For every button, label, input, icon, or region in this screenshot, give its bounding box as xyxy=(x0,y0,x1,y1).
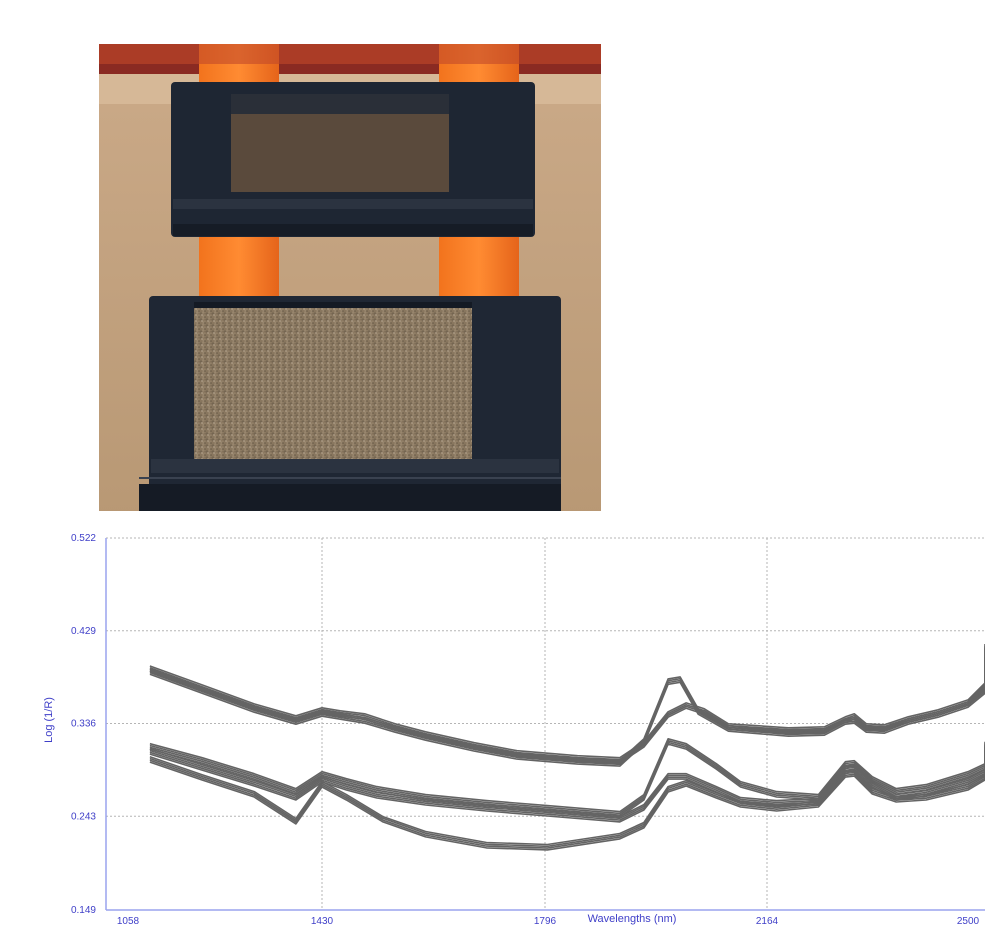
y-tick-label: 0.243 xyxy=(71,811,96,822)
y-tick-labels: 0.522 0.429 0.336 0.243 0.149 xyxy=(71,533,96,916)
y-tick-label: 0.522 xyxy=(71,533,96,544)
chart-axes xyxy=(105,538,985,911)
spectrum-line xyxy=(149,761,985,851)
x-tick-label: 2500 xyxy=(957,916,980,925)
y-tick-label: 0.429 xyxy=(71,626,96,637)
spectrum-line xyxy=(149,645,985,761)
spectrum-line xyxy=(149,662,985,767)
chart-series xyxy=(149,644,985,851)
spectrum-line xyxy=(149,749,985,820)
spectrum-line xyxy=(149,649,985,764)
spectrum-line xyxy=(149,647,985,763)
spectrum-line xyxy=(149,738,985,813)
soil-sample-photo xyxy=(99,44,601,511)
x-tick-label: 1796 xyxy=(534,916,557,925)
y-tick-label: 0.336 xyxy=(71,719,96,730)
y-axis-label: Log (1/R) xyxy=(43,697,55,743)
spectrum-line xyxy=(149,658,985,764)
spectrum-line xyxy=(149,739,985,815)
spectrum-line xyxy=(149,644,985,759)
x-axis-label: Wavelengths (nm) xyxy=(588,913,677,925)
spectrum-line xyxy=(149,747,985,818)
x-tick-label: 2164 xyxy=(756,916,779,925)
spectrum-line xyxy=(149,741,985,816)
spectra-chart: 0.522 0.429 0.336 0.243 0.149 1058 1430 1796 21… xyxy=(43,533,985,925)
spectrum-line xyxy=(149,657,985,762)
spectrum-line xyxy=(149,757,985,848)
x-tick-label: 1058 xyxy=(117,916,140,925)
spectrum-line xyxy=(149,755,985,846)
y-tick-label: 0.149 xyxy=(71,905,96,916)
x-tick-labels: 1058 1430 1796 2164 2500 xyxy=(117,916,980,925)
spectrum-line xyxy=(149,759,985,849)
spectrum-line xyxy=(149,660,985,766)
x-tick-label: 1430 xyxy=(311,916,334,925)
